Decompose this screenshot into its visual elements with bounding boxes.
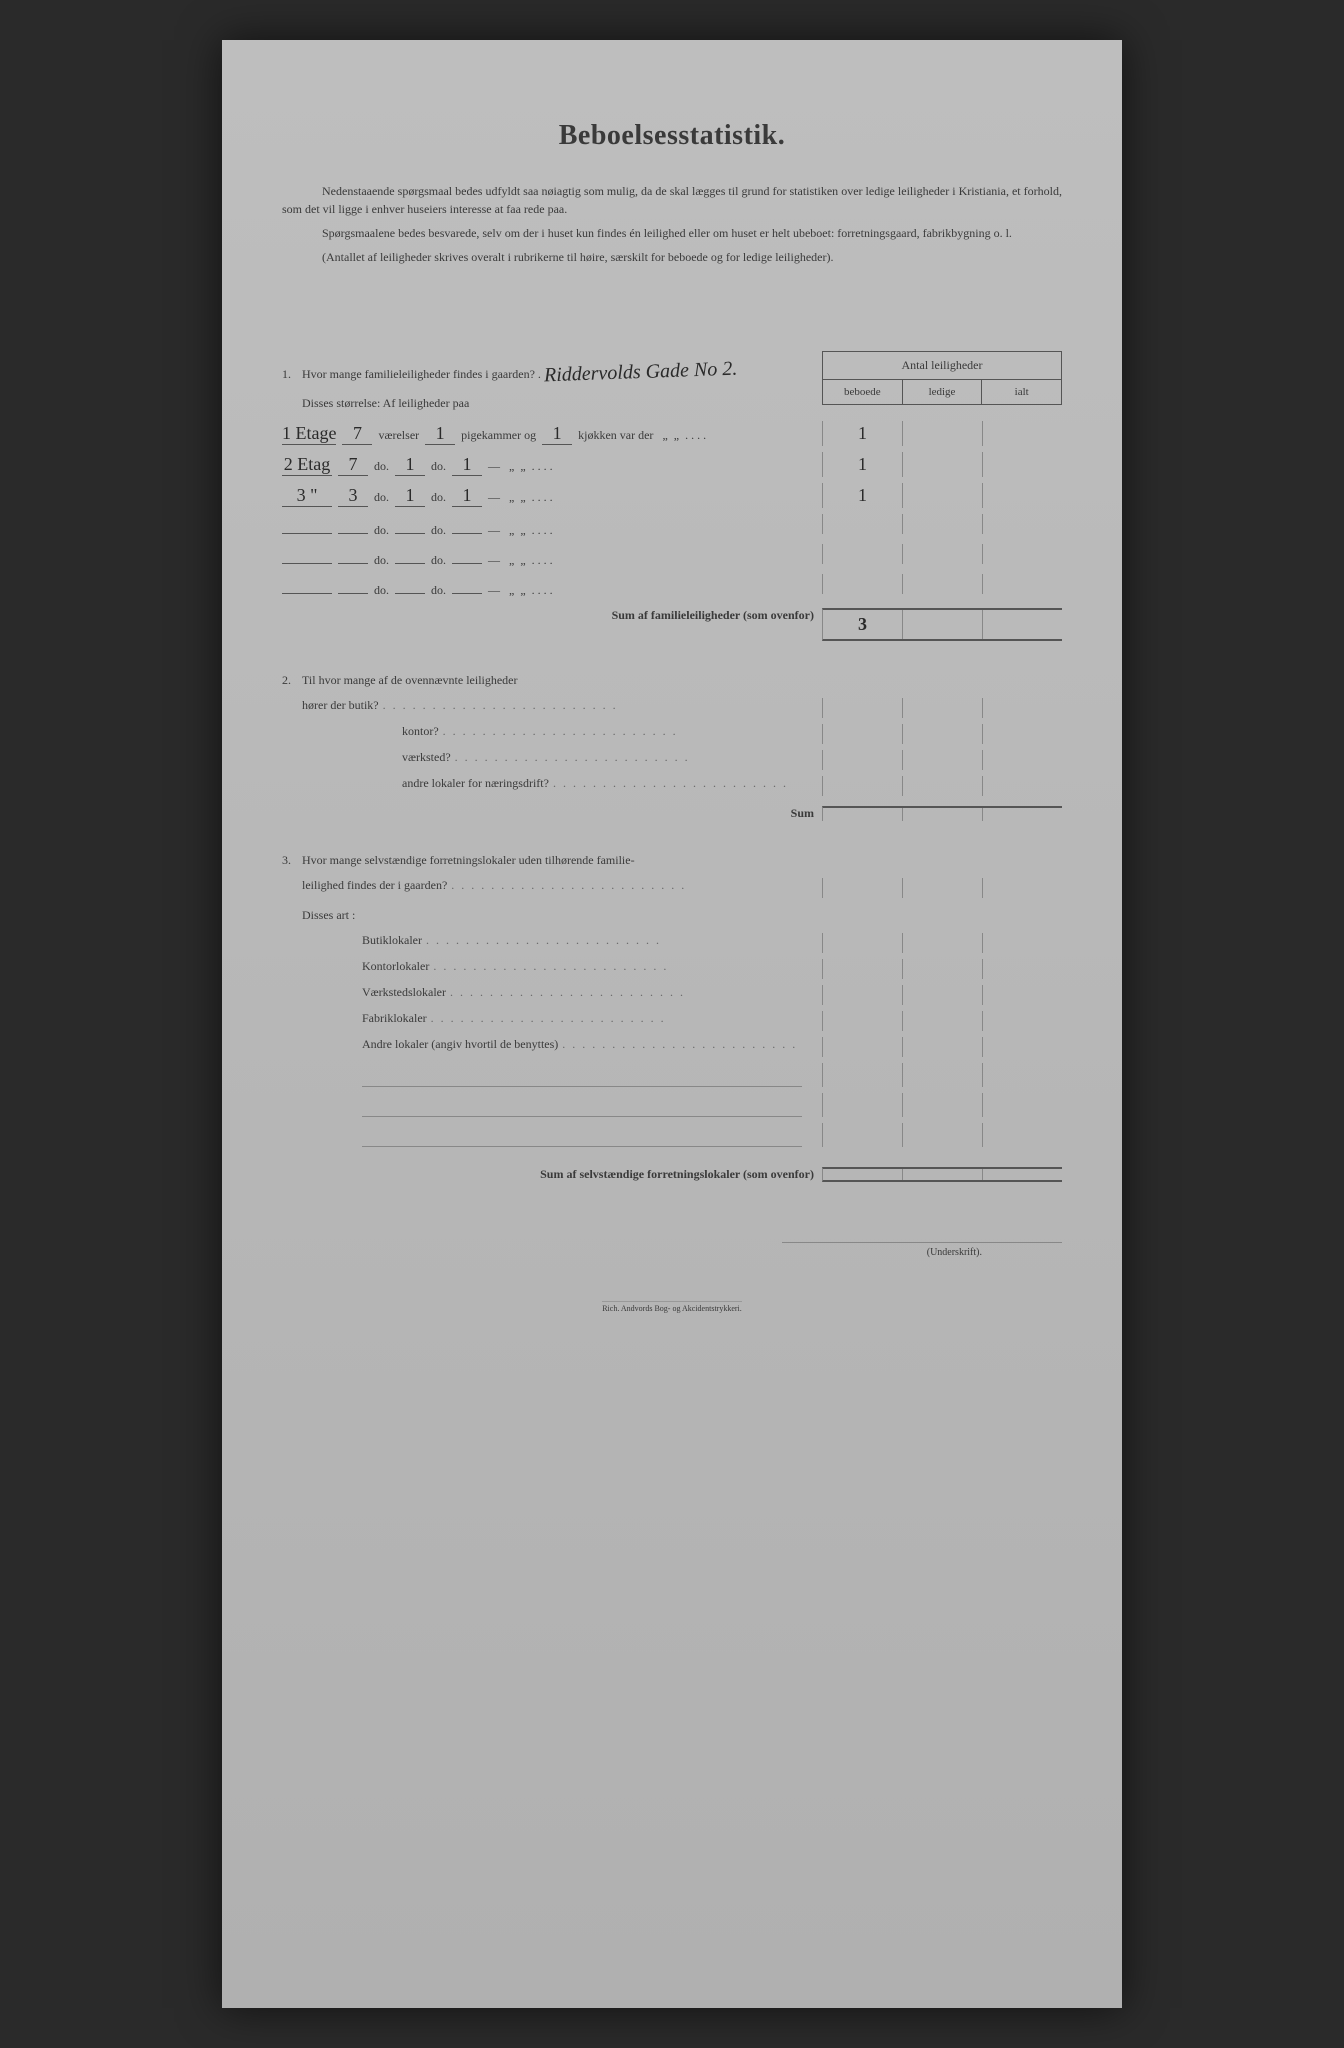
q3-sum-row: Sum af selvstændige forretningslokaler (…	[282, 1167, 1062, 1182]
q3-sum-c2	[903, 1169, 983, 1180]
q3-line1: 3. Hvor mange selvstændige forretningslo…	[282, 851, 1062, 870]
q3-text2: leilighed findes der i gaarden?	[302, 878, 447, 898]
q2-sum-c3	[983, 808, 1062, 821]
document-page: Beboelsesstatistik. Nedenstaaende spørgs…	[222, 40, 1122, 2008]
q3-lines-container: Butiklokaler Kontorlokaler Værkstedsloka…	[282, 933, 1062, 1057]
intro-p2: Spørgsmaalene bedes besvarede, selv om d…	[282, 224, 1062, 242]
q2-section: 2. Til hvor mange af de ovennævnte leili…	[282, 671, 1062, 821]
header-title: Antal leiligheder	[823, 352, 1061, 380]
q2-line: 2. Til hvor mange af de ovennævnte leili…	[282, 671, 1062, 690]
q3-sum-label: Sum af selvstændige forretningslokaler (…	[282, 1167, 822, 1182]
q1-row: do. do. — „ „ . . . .	[282, 514, 1062, 538]
q2-item: andre lokaler for næringsdrift?	[282, 776, 1062, 796]
q3-item: Andre lokaler (angiv hvortil de benyttes…	[282, 1037, 1062, 1057]
q3-line2: leilighed findes der i gaarden?	[282, 878, 1062, 898]
q2-text: Til hvor mange af de ovennævnte leilighe…	[302, 671, 1062, 690]
q1-sum-ialt	[983, 610, 1062, 639]
q2-sum-c1	[823, 808, 903, 821]
q3-item: Værkstedslokaler	[282, 985, 1062, 1005]
q1-sum-beboede: 3	[823, 610, 903, 639]
content-area: 1. Hvor mange familieleiligheder findes …	[282, 356, 1062, 1313]
q1-row: 2 Etag 7 do. 1 do. 1 — „ „ . . . . 1	[282, 452, 1062, 477]
q2-item: værksted?	[282, 750, 1062, 770]
page-title: Beboelsesstatistik.	[282, 120, 1062, 152]
q3-section: 3. Hvor mange selvstændige forretningslo…	[282, 851, 1062, 1182]
q3-item: Fabriklokaler	[282, 1011, 1062, 1031]
q3-item: Butiklokaler	[282, 933, 1062, 953]
q2-item: hører der butik?	[282, 698, 1062, 718]
q2-item: kontor?	[282, 724, 1062, 744]
q3-sum-c3	[983, 1169, 1062, 1180]
intro-text: Nedenstaaende spørgsmaal bedes udfyldt s…	[282, 182, 1062, 266]
q1-sum-row: Sum af familieleiligheder (som ovenfor) …	[282, 608, 1062, 641]
table-wrapper: Antal leiligheder beboede ledige ialt 1.…	[282, 356, 1062, 1313]
blank-line-2	[282, 1093, 1062, 1117]
q1-handwritten: Riddervolds Gade No 2.	[543, 353, 737, 392]
q1-rows-container: 1 Etage 7 værelser 1 pigekammer og 1 kjø…	[282, 421, 1062, 598]
q1-num: 1.	[282, 365, 302, 384]
signature-label: (Underskrift).	[782, 1242, 1062, 1258]
q3-sum-c1	[823, 1169, 903, 1180]
column-header-box: Antal leiligheder beboede ledige ialt	[822, 351, 1062, 405]
col-beboede: beboede	[823, 380, 903, 404]
q2-sum-c2	[903, 808, 983, 821]
q3-text1: Hvor mange selvstændige forretningslokal…	[302, 851, 1062, 870]
intro-p3: (Antallet af leiligheder skrives overalt…	[282, 248, 1062, 266]
q1-row: do. do. — „ „ . . . .	[282, 574, 1062, 598]
q3-num: 3.	[282, 851, 302, 870]
q2-lines-container: hører der butik? kontor? værksted? andre…	[282, 698, 1062, 796]
q1-row: 3 " 3 do. 1 do. 1 — „ „ . . . . 1	[282, 483, 1062, 508]
blank-line-1	[282, 1063, 1062, 1087]
blank-line-3	[282, 1123, 1062, 1147]
intro-p1: Nedenstaaende spørgsmaal bedes udfyldt s…	[282, 182, 1062, 218]
q1-sum-label: Sum af familieleiligheder (som ovenfor)	[282, 608, 822, 641]
col-ialt: ialt	[982, 380, 1061, 404]
q2-sum-label: Sum	[282, 806, 822, 821]
q1-row: 1 Etage 7 værelser 1 pigekammer og 1 kjø…	[282, 421, 1062, 446]
col-ledige: ledige	[903, 380, 983, 404]
q1-sum-ledige	[903, 610, 983, 639]
q2-num: 2.	[282, 671, 302, 690]
q3-sub: Disses art :	[302, 908, 1062, 923]
footer-printer: Rich. Andvords Bog- og Akcidentstrykkeri…	[282, 1298, 1062, 1313]
q1-row: do. do. — „ „ . . . .	[282, 544, 1062, 568]
q3-item: Kontorlokaler	[282, 959, 1062, 979]
q2-sum-row: Sum	[282, 806, 1062, 821]
